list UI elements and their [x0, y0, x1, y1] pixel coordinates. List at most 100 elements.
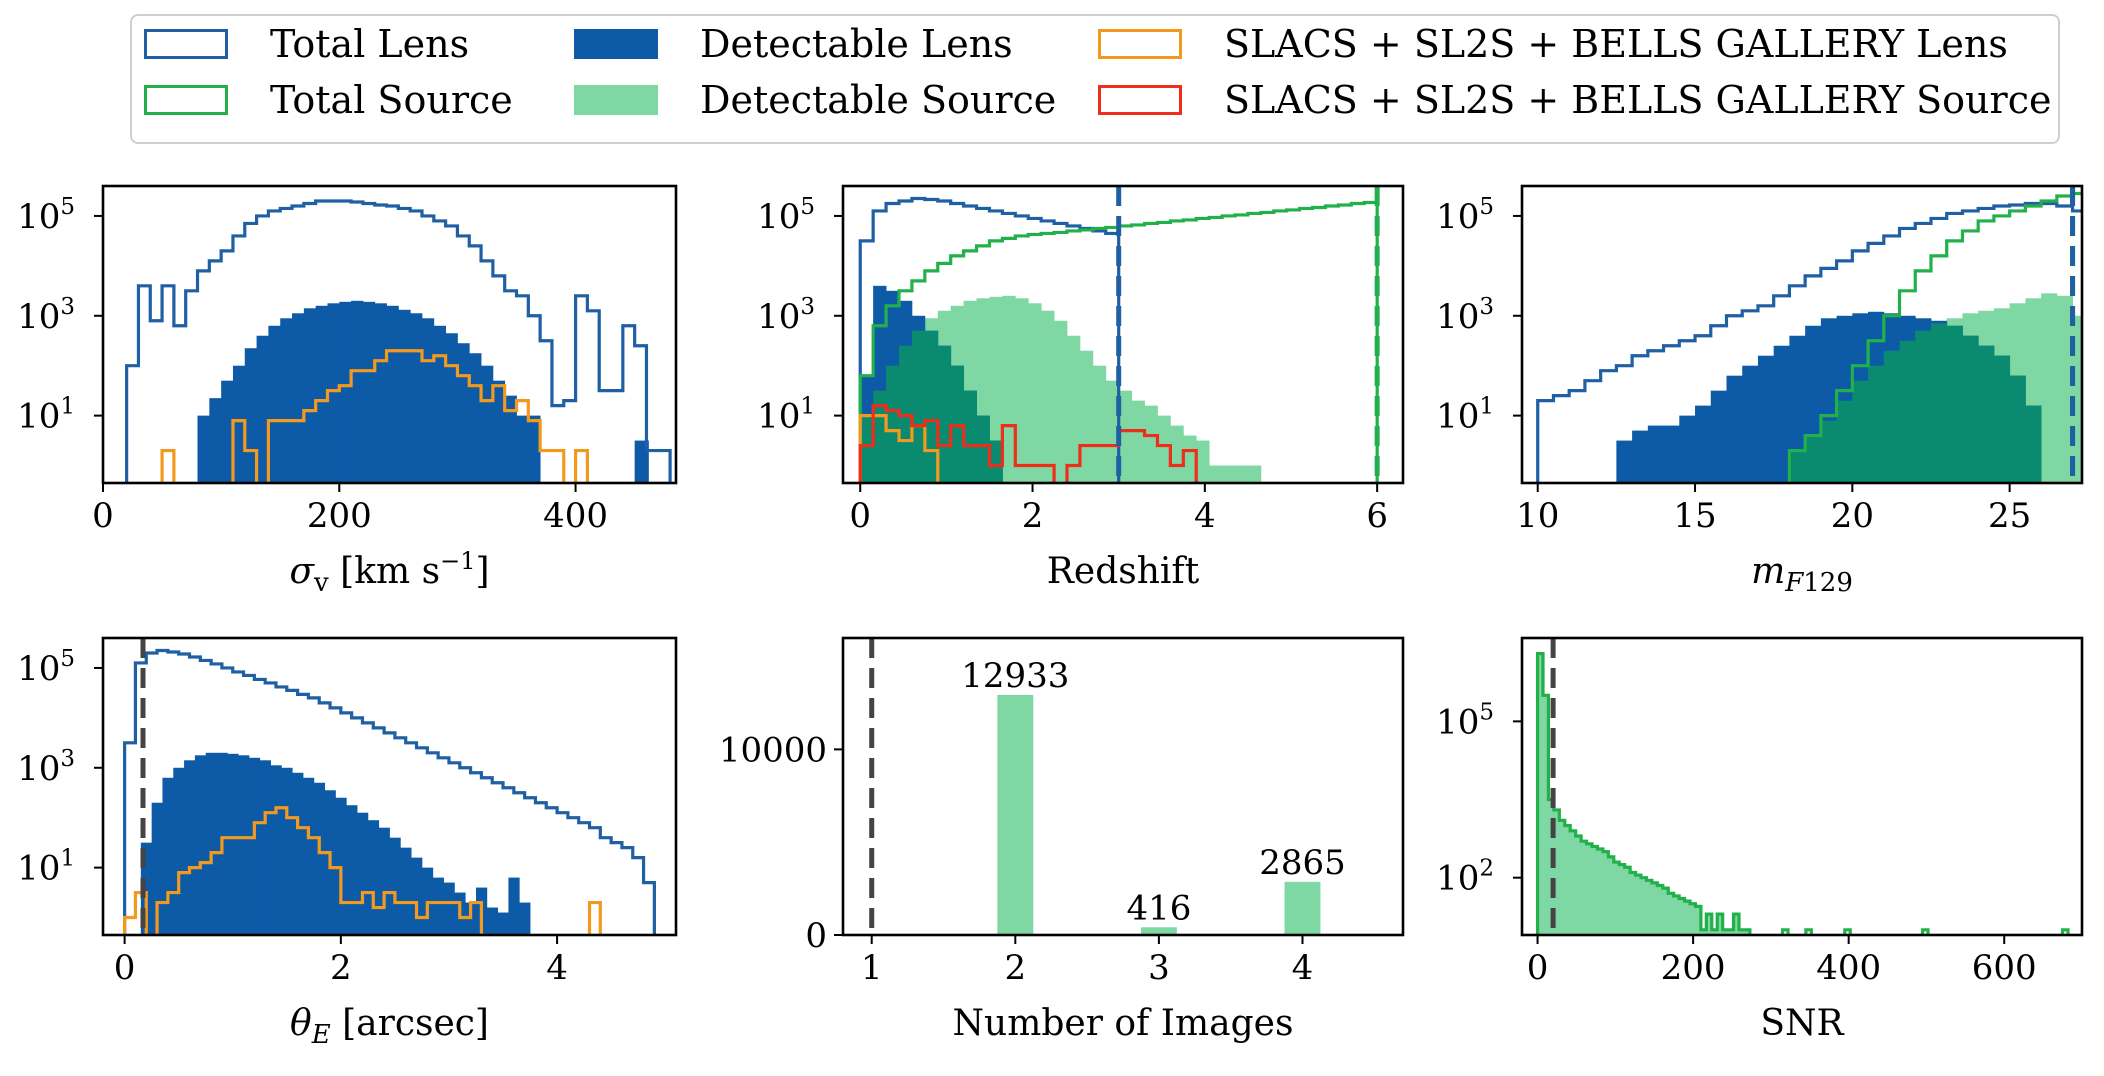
x-tick-label-mag-2: 20 [1831, 496, 1874, 536]
overlap-bin [2025, 405, 2042, 483]
bin-detectable-lens-10 [1773, 345, 1790, 483]
bin-detectable-lens-17 [398, 309, 411, 483]
bin-detectable-lens-15 [374, 303, 387, 483]
plot-area-sigma [125, 199, 672, 483]
axes-frame-snr [1520, 636, 2084, 937]
bin-detectable-source-17 [1079, 350, 1094, 483]
bin-detectable-source-0 [1537, 653, 1544, 935]
y-tick-label-theta-2: 105 [17, 646, 75, 689]
bin-detectable-source-15 [1054, 320, 1068, 483]
bin-detectable-lens-13 [351, 300, 364, 483]
bin-detectable-lens-6 [205, 752, 217, 935]
bin-detectable-lens-20 [357, 812, 369, 935]
x-tick-label-snr-3: 600 [1972, 948, 2037, 988]
overlap-bin [1883, 350, 1900, 483]
bin-detectable-source-28 [1690, 903, 1696, 935]
x-tick-label-snr-1: 200 [1661, 948, 1726, 988]
bin-detectable-source-21 [1651, 882, 1658, 935]
bin-detectable-source-34 [1722, 929, 1729, 935]
x-tick-label-nimages-0: 1 [861, 948, 883, 988]
bin-detectable-source-16 [2041, 293, 2058, 483]
legend-item-obs-source: SLACS + SL2S + BELLS GALLERY Source [1098, 78, 2051, 122]
x-tick-label-redshift-0: 0 [849, 496, 871, 536]
bin-detectable-source-37 [1739, 929, 1745, 935]
bin-detectable-lens-9 [1757, 355, 1775, 483]
bin-detectable-source-19 [1641, 877, 1647, 935]
bin-detectable-source-5 [1564, 825, 1571, 935]
overlap-bin [1820, 420, 1838, 483]
bin-detectable-source-14 [1041, 310, 1055, 483]
x-tick-label-sigma-1: 200 [307, 496, 372, 536]
y-tick-label-theta-0: 101 [17, 846, 75, 889]
step-total-source [1787, 191, 2082, 483]
y-tick-label-sigma-1: 103 [17, 294, 75, 337]
x-tick-label-theta-2: 4 [546, 948, 568, 988]
y-tick-label-snr-1: 105 [1436, 699, 1494, 742]
bin-detectable-source-29 [1695, 906, 1702, 935]
x-axis-label-theta: θE [arcsec] [290, 1003, 489, 1050]
x-tick-label-sigma-2: 400 [543, 496, 608, 536]
bin-detectable-lens-0 [197, 415, 210, 483]
x-tick-label-sigma-0: 0 [92, 496, 114, 536]
bin-detectable-source-3 [1553, 809, 1560, 935]
bin-detectable-source-13 [1028, 303, 1042, 483]
bin-detectable-source-18 [1092, 365, 1107, 483]
bin-detectable-lens-22 [378, 827, 390, 935]
panel-redshift: 0 2 4 6 101 103 105 Redshift [757, 184, 1405, 592]
y-tick-label-snr-0: 102 [1436, 856, 1494, 899]
overlap-bin [1868, 365, 1885, 483]
x-tick-label-nimages-2: 3 [1148, 948, 1170, 988]
y-tick-label-sigma-2: 105 [17, 194, 75, 237]
bin-detectable-lens-25 [411, 857, 423, 935]
bin-detectable-source-24 [1170, 425, 1184, 483]
bin-detectable-source-27 [1209, 465, 1223, 483]
legend-label-obs-lens: SLACS + SL2S + BELLS GALLERY Lens [1224, 22, 2008, 66]
bin-detectable-source-23 [1157, 415, 1171, 483]
bin-detectable-lens-21 [367, 820, 380, 935]
bin-detectable-source-27 [1684, 901, 1691, 935]
step-total-lens [1536, 201, 2082, 483]
bin-detectable-source-38 [1744, 929, 1751, 935]
bin-detectable-source-15 [1619, 864, 1626, 935]
bin-detectable-lens-32 [486, 907, 499, 935]
bin-detectable-lens-4 [184, 760, 196, 935]
legend-label-detectable-source: Detectable Source [700, 78, 1057, 122]
legend-swatch-total-lens [144, 29, 228, 59]
legend-swatch-obs-source [1098, 85, 1182, 115]
bin-detectable-source-29 [1235, 465, 1249, 483]
x-tick-label-snr-2: 400 [1816, 948, 1881, 988]
bin-detectable-source-10 [1592, 846, 1598, 935]
step-slacs-sl-s-bells-gallery-lens [123, 806, 602, 935]
x-tick-label-theta-0: 0 [114, 948, 136, 988]
bin-detectable-lens-2 [162, 777, 174, 935]
overlap-bin [886, 365, 900, 483]
bin-detectable-source-12 [1015, 298, 1029, 483]
step-slacs-sl-s-bells-gallery-lens [160, 349, 589, 483]
bin-detectable-lens-3 [1663, 425, 1680, 483]
bin-detectable-lens-21 [445, 333, 458, 483]
step-total-source [1535, 652, 1752, 935]
x-axis-label-mag: mF129 [1751, 551, 1853, 598]
bin-detectable-lens-3 [232, 365, 246, 483]
y-tick-label-theta-1: 103 [17, 746, 75, 789]
axes-frame-sigma [101, 184, 678, 485]
step-total-lens [125, 199, 672, 483]
y-tick-label-mag-0: 101 [1436, 394, 1494, 437]
bin-detectable-source-30 [1247, 465, 1262, 483]
bin-detectable-lens-11 [259, 760, 271, 935]
bin-detectable-lens-10 [248, 757, 261, 935]
bar-label-3: 416 [1126, 888, 1191, 928]
bin-detectable-source-23 [1662, 888, 1669, 935]
bin-detectable-lens-1 [209, 398, 222, 483]
bin-detectable-lens-0 [1616, 440, 1633, 483]
y-tick-label-mag-2: 105 [1436, 194, 1494, 237]
overlap-bin [873, 390, 887, 483]
bin-detectable-source-20 [1118, 390, 1133, 483]
x-axis-label-nimages: Number of Images [953, 1003, 1294, 1044]
bin-detectable-source-26 [1196, 440, 1210, 483]
legend-item-detectable-source: Detectable Source [574, 78, 1056, 122]
legend-item-obs-lens: SLACS + SL2S + BELLS GALLERY Lens [1098, 22, 2008, 66]
bin-detectable-lens-9 [303, 308, 317, 483]
x-tick-label-redshift-1: 2 [1022, 496, 1044, 536]
